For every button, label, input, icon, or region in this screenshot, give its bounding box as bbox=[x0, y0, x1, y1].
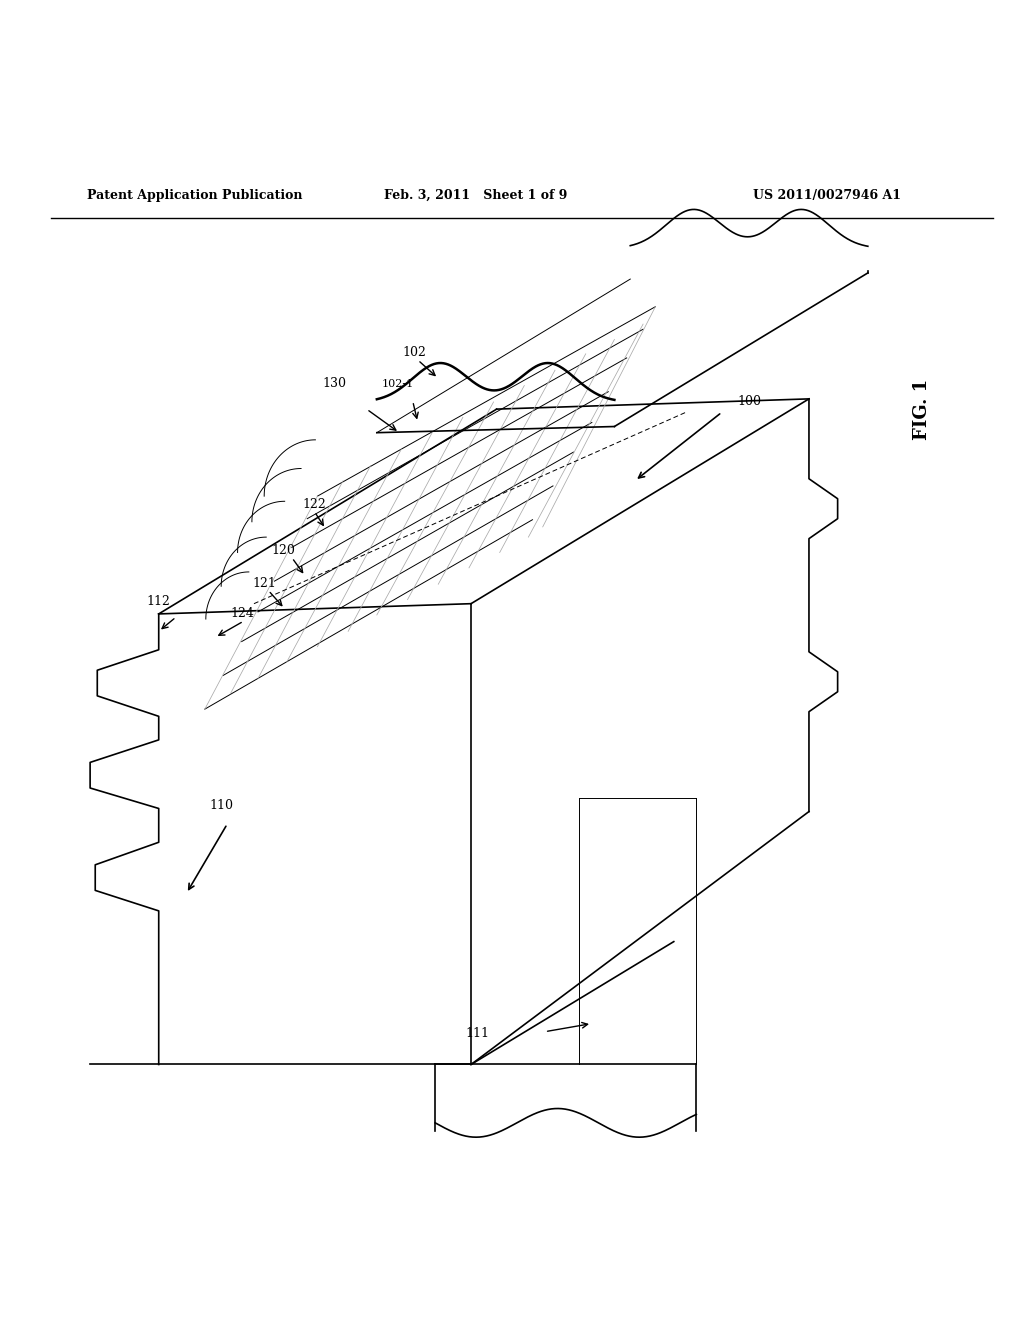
Text: Feb. 3, 2011   Sheet 1 of 9: Feb. 3, 2011 Sheet 1 of 9 bbox=[384, 189, 567, 202]
Text: 121: 121 bbox=[253, 577, 276, 590]
Text: US 2011/0027946 A1: US 2011/0027946 A1 bbox=[753, 189, 901, 202]
Text: Patent Application Publication: Patent Application Publication bbox=[87, 189, 302, 202]
Text: 124: 124 bbox=[230, 607, 254, 620]
Text: 102: 102 bbox=[402, 346, 426, 359]
Text: 112: 112 bbox=[146, 595, 170, 609]
Text: 102-1: 102-1 bbox=[382, 379, 414, 388]
Bar bbox=[579, 799, 696, 1064]
Text: 120: 120 bbox=[271, 544, 295, 557]
Text: 110: 110 bbox=[210, 799, 233, 812]
Text: 130: 130 bbox=[323, 378, 346, 389]
Text: 122: 122 bbox=[302, 498, 326, 511]
Text: 111: 111 bbox=[466, 1027, 489, 1040]
Text: FIG. 1: FIG. 1 bbox=[912, 379, 931, 440]
Text: 100: 100 bbox=[737, 396, 761, 408]
